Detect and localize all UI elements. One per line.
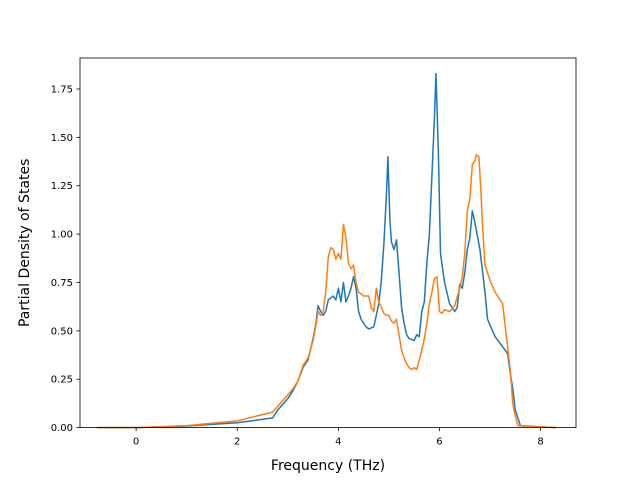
y-axis-label: Partial Density of States xyxy=(17,159,33,327)
plot-lines xyxy=(96,72,556,429)
y-tick-label: 0.75 xyxy=(51,278,73,289)
series-line-2 xyxy=(96,154,556,429)
x-axis-ticks: 0 2 4 6 8 xyxy=(133,427,544,448)
y-tick-label: 0.00 xyxy=(51,423,73,434)
plot-frame xyxy=(79,57,577,429)
x-tick-label: 2 xyxy=(234,437,240,448)
y-tick-label: 1.50 xyxy=(51,133,73,144)
x-tick-label: 6 xyxy=(436,437,442,448)
y-tick-label: 0.25 xyxy=(51,375,73,386)
x-axis-label: Frequency (THz) xyxy=(271,458,385,474)
y-tick-label: 1.25 xyxy=(51,181,73,192)
x-tick-label: 8 xyxy=(537,437,543,448)
x-tick-label: 4 xyxy=(335,437,341,448)
y-tick-label: 0.50 xyxy=(51,326,73,337)
y-tick-label: 1.75 xyxy=(51,84,73,95)
y-axis-ticks: 0.00 0.25 0.50 0.75 1.00 1.25 1.50 1.75 xyxy=(51,84,80,434)
x-tick-label: 0 xyxy=(133,437,139,448)
series-line-1 xyxy=(96,72,556,429)
y-tick-label: 1.00 xyxy=(51,230,73,241)
